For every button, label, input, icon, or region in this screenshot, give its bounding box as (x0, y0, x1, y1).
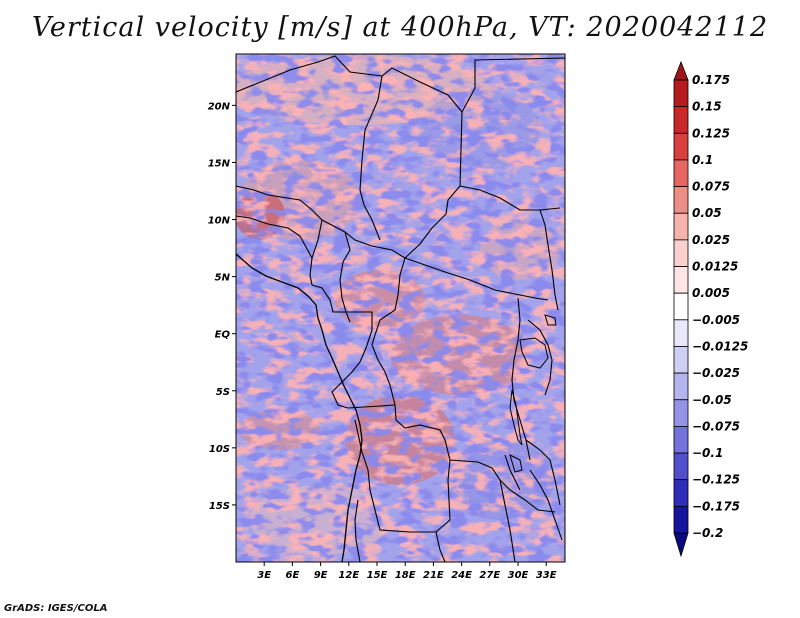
colorbar: 0.175 0.15 0.125 0.1 0.075 0.05 0.025 0.0125 0.0… (673, 60, 748, 558)
colorbar-swatch (673, 505, 689, 534)
colorbar-label: 0.125 (692, 126, 730, 140)
map-title: Vertical velocity [m/s] at 400hPa, VT: 2… (31, 12, 769, 43)
colorbar-swatch (673, 292, 689, 321)
colorbar-label: −0.05 (692, 393, 732, 407)
colorbar-swatch (673, 186, 689, 214)
map-frame (235, 53, 566, 563)
colorbar-swatch (673, 132, 689, 161)
colorbar-swatch (673, 372, 689, 401)
map-panel (236, 54, 565, 562)
colorbar-swatch (673, 346, 689, 374)
colorbar-label: −0.125 (692, 473, 740, 487)
colorbar-label: 0.0125 (692, 260, 738, 274)
lat-label: 5N (215, 273, 231, 284)
lon-label: 9E (314, 570, 328, 581)
colorbar-swatch (673, 426, 689, 454)
colorbar-swatch (673, 399, 689, 427)
colorbar-label: 0.1 (692, 153, 713, 167)
lon-label: 21E (423, 570, 444, 581)
lon-label: 18E (395, 570, 416, 581)
lat-label: 10N (208, 216, 231, 227)
colorbar-label: −0.175 (692, 499, 740, 513)
lon-label: 33E (536, 570, 557, 581)
colorbar-swatch (673, 532, 689, 558)
colorbar-swatch (673, 212, 689, 241)
colorbar-label: −0.1 (692, 446, 723, 460)
colorbar-swatch (673, 159, 689, 187)
lakes (509, 314, 557, 473)
colorbar-label: −0.005 (692, 313, 740, 327)
lon-label: 27E (479, 570, 500, 581)
colorbar-swatch (673, 79, 689, 108)
country-borders (236, 55, 565, 562)
lon-label: 30E (508, 570, 529, 581)
colorbar-label: −0.075 (692, 419, 740, 433)
colorbar-swatch (673, 106, 689, 134)
colorbar-swatch (673, 266, 689, 294)
colorbar-swatch (673, 319, 689, 347)
lon-label: 6E (286, 570, 300, 581)
lat-label: EQ (215, 330, 231, 341)
lat-label: 10S (209, 444, 230, 455)
longitude-axis: 3E 6E 9E 12E 15E 18E 21E 24E 27E 30E 33E (257, 562, 557, 581)
colorbar-swatch (673, 239, 689, 267)
lon-label: 15E (367, 570, 388, 581)
colorbar-label: −0.0125 (692, 339, 748, 353)
colorbar-label: −0.025 (692, 366, 740, 380)
lat-label: 15N (208, 158, 231, 169)
colorbar-label: −0.2 (692, 526, 723, 540)
colorbar-swatch (673, 479, 689, 507)
coastline (236, 253, 363, 562)
lon-label: 3E (257, 570, 271, 581)
colorbar-label: 0.005 (692, 286, 730, 300)
colorbar-label: 0.075 (692, 180, 730, 194)
lon-label: 12E (338, 570, 359, 581)
colorbar-label: 0.05 (692, 206, 722, 220)
colorbar-label: 0.175 (692, 73, 730, 87)
colorbar-swatch (673, 452, 689, 481)
colorbar-swatch (673, 60, 689, 81)
lat-label: 20N (208, 101, 231, 112)
latitude-axis: 20N 15N 10N 5N EQ 5S 10S 15S (208, 101, 236, 512)
lat-label: 5S (216, 387, 230, 398)
grads-credit: GrADS: IGES/COLA (4, 603, 108, 614)
colorbar-label: 0.025 (692, 233, 730, 247)
colorbar-label: 0.15 (692, 100, 722, 114)
lon-label: 24E (451, 570, 472, 581)
lat-label: 15S (209, 501, 230, 512)
